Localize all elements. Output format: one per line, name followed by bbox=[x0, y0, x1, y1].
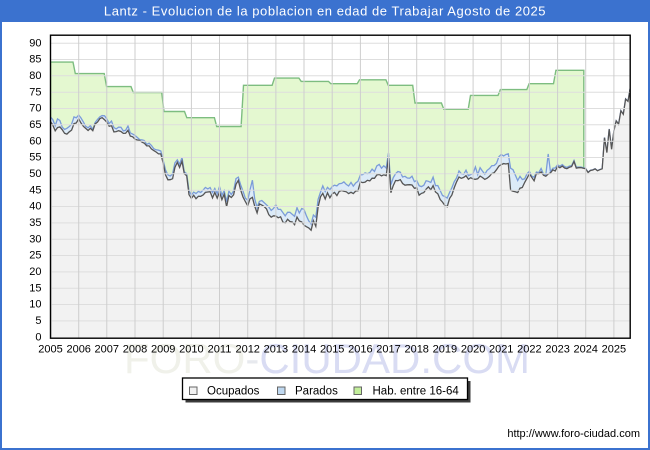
svg-text:2011: 2011 bbox=[208, 344, 232, 356]
svg-text:2005: 2005 bbox=[38, 344, 62, 356]
svg-text:Parados: Parados bbox=[295, 386, 338, 398]
svg-text:15: 15 bbox=[29, 282, 41, 294]
svg-text:2016: 2016 bbox=[348, 344, 372, 356]
svg-text:50: 50 bbox=[29, 168, 41, 180]
svg-text:20: 20 bbox=[29, 266, 41, 278]
svg-text:2012: 2012 bbox=[235, 344, 259, 356]
svg-text:85: 85 bbox=[29, 54, 41, 66]
svg-text:2009: 2009 bbox=[151, 344, 175, 356]
svg-text:10: 10 bbox=[29, 299, 41, 311]
svg-text:45: 45 bbox=[29, 184, 41, 196]
svg-text:60: 60 bbox=[29, 135, 41, 147]
svg-text:0: 0 bbox=[35, 331, 41, 343]
svg-text:2024: 2024 bbox=[573, 344, 597, 356]
svg-text:2007: 2007 bbox=[95, 344, 119, 356]
svg-text:30: 30 bbox=[29, 233, 41, 245]
svg-text:2008: 2008 bbox=[123, 344, 147, 356]
svg-text:5: 5 bbox=[35, 315, 41, 327]
svg-text:2022: 2022 bbox=[517, 344, 541, 356]
svg-text:Hab. entre 16-64: Hab. entre 16-64 bbox=[373, 386, 460, 398]
svg-text:2017: 2017 bbox=[376, 344, 400, 356]
svg-text:65: 65 bbox=[29, 119, 41, 131]
svg-text:2013: 2013 bbox=[264, 344, 288, 356]
svg-text:2020: 2020 bbox=[461, 344, 485, 356]
svg-text:2006: 2006 bbox=[66, 344, 90, 356]
svg-text:2015: 2015 bbox=[320, 344, 344, 356]
svg-text:2014: 2014 bbox=[292, 344, 316, 356]
svg-text:2023: 2023 bbox=[545, 344, 569, 356]
svg-text:http://www.foro-ciudad.com: http://www.foro-ciudad.com bbox=[507, 428, 640, 440]
svg-text:2019: 2019 bbox=[433, 344, 457, 356]
svg-text:Ocupados: Ocupados bbox=[207, 386, 260, 398]
svg-text:2018: 2018 bbox=[404, 344, 428, 356]
svg-text:80: 80 bbox=[29, 70, 41, 82]
svg-text:40: 40 bbox=[29, 201, 41, 213]
svg-text:75: 75 bbox=[29, 86, 41, 98]
svg-text:55: 55 bbox=[29, 152, 41, 164]
svg-text:25: 25 bbox=[29, 250, 41, 262]
svg-text:90: 90 bbox=[29, 37, 41, 49]
svg-text:2025: 2025 bbox=[602, 344, 626, 356]
svg-text:2021: 2021 bbox=[489, 344, 513, 356]
svg-text:Lantz - Evolucion de la poblac: Lantz - Evolucion de la poblacion en eda… bbox=[104, 4, 546, 19]
svg-text:70: 70 bbox=[29, 103, 41, 115]
svg-text:2010: 2010 bbox=[179, 344, 203, 356]
svg-text:35: 35 bbox=[29, 217, 41, 229]
svg-text:FORO-CIUDAD.COM: FORO-CIUDAD.COM bbox=[124, 335, 530, 382]
